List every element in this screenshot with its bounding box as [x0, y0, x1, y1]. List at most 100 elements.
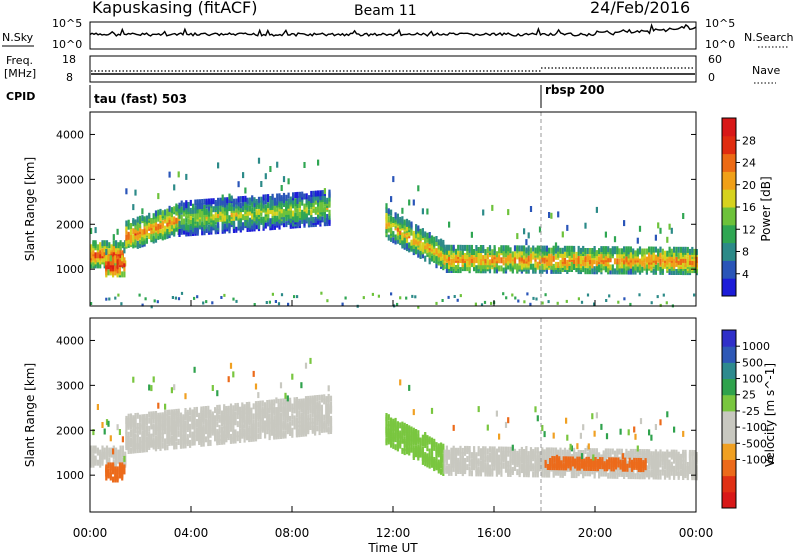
echo-cell — [500, 265, 503, 272]
echo-cell — [661, 256, 664, 263]
echo-cell — [584, 256, 587, 263]
echo-cell — [516, 263, 519, 270]
echo-cell — [571, 456, 574, 463]
echo-cell — [498, 446, 501, 453]
echo-cell — [693, 248, 696, 255]
echo-cell — [663, 250, 667, 257]
echo-cell — [271, 292, 274, 296]
echo-cell — [323, 188, 326, 195]
echo-cell — [688, 462, 692, 468]
echo-cell — [198, 223, 201, 230]
echo-cell — [543, 245, 546, 252]
echo-cell — [170, 417, 173, 424]
echo-cell — [486, 424, 489, 431]
echo-cell — [612, 457, 615, 464]
echo-cell — [549, 458, 552, 464]
echo-cell — [112, 240, 115, 247]
echo-cell — [527, 255, 530, 262]
echo-cell — [645, 465, 648, 472]
echo-cell — [329, 395, 333, 402]
echo-cell — [212, 218, 215, 225]
echo-cell — [591, 268, 594, 275]
echo-cell — [493, 446, 496, 453]
echo-cell — [260, 196, 263, 203]
echo-cell — [385, 227, 388, 234]
echo-cell — [417, 225, 420, 232]
echo-cell — [220, 434, 223, 441]
echo-cell — [473, 265, 476, 272]
echo-cell — [450, 447, 453, 454]
echo-cell — [101, 449, 104, 456]
echo-cell — [298, 398, 301, 405]
echo-cell — [448, 453, 451, 460]
echo-cell — [164, 403, 167, 410]
echo-cell — [387, 216, 390, 223]
echo-cell — [260, 216, 263, 223]
echo-cell — [477, 458, 480, 465]
echo-cell — [468, 446, 471, 452]
echo-cell — [586, 452, 589, 459]
echo-cell — [207, 419, 210, 426]
echo-cell — [525, 239, 528, 246]
echo-cell — [387, 220, 390, 227]
echo-cell — [479, 460, 483, 467]
echo-cell — [207, 426, 210, 432]
echo-cell — [648, 449, 651, 456]
echo-cell — [688, 267, 692, 274]
echo-cell — [310, 209, 313, 216]
echo-cell — [269, 202, 272, 208]
echo-cell — [567, 456, 570, 463]
echo-cell — [591, 413, 594, 420]
echo-cell — [229, 403, 233, 410]
echo-cell — [688, 259, 692, 265]
echo-cell — [164, 428, 167, 435]
echo-cell — [675, 256, 678, 263]
echo-cell — [636, 473, 639, 480]
echo-cell — [504, 245, 508, 252]
echo-cell — [154, 210, 158, 217]
echo-cell — [170, 211, 173, 218]
echo-cell — [617, 457, 620, 464]
echo-cell — [303, 162, 306, 168]
echo-cell — [693, 267, 696, 274]
echo-cell — [453, 295, 456, 298]
echo-cell — [127, 237, 130, 244]
echo-cell — [682, 459, 685, 466]
echo-cell — [139, 428, 142, 435]
echo-cell — [415, 224, 418, 231]
echo-cell — [120, 302, 123, 306]
echo-cell — [109, 462, 112, 469]
echo-cell — [143, 440, 146, 447]
echo-cell — [298, 195, 301, 202]
echo-cell — [421, 228, 424, 235]
echo-cell — [204, 418, 208, 425]
echo-cell — [152, 423, 155, 430]
echo-cell — [445, 262, 448, 269]
echo-cell — [392, 217, 395, 223]
cpid-label: CPID — [6, 90, 35, 103]
echo-cell — [230, 195, 233, 202]
echo-cell — [125, 188, 128, 195]
echo-cell — [127, 417, 130, 424]
echo-cell — [633, 457, 636, 464]
echo-cell — [659, 455, 662, 462]
echo-cell — [627, 471, 630, 477]
echo-cell — [392, 418, 395, 425]
echo-cell — [267, 208, 270, 215]
echo-cell — [116, 228, 119, 235]
echo-cell — [452, 256, 455, 263]
echo-cell — [276, 161, 279, 168]
echo-cell — [201, 215, 204, 222]
echo-cell — [178, 212, 181, 219]
echo-cell — [624, 457, 627, 464]
echo-cell — [601, 463, 604, 470]
echo-cell — [145, 413, 148, 420]
echo-cell — [562, 462, 565, 469]
echo-cell — [323, 216, 326, 223]
echo-cell — [459, 457, 462, 464]
echo-cell — [275, 411, 278, 418]
echo-cell — [410, 426, 413, 433]
echo-cell — [456, 298, 459, 302]
echo-cell — [186, 409, 189, 416]
echo-cell — [248, 205, 251, 212]
